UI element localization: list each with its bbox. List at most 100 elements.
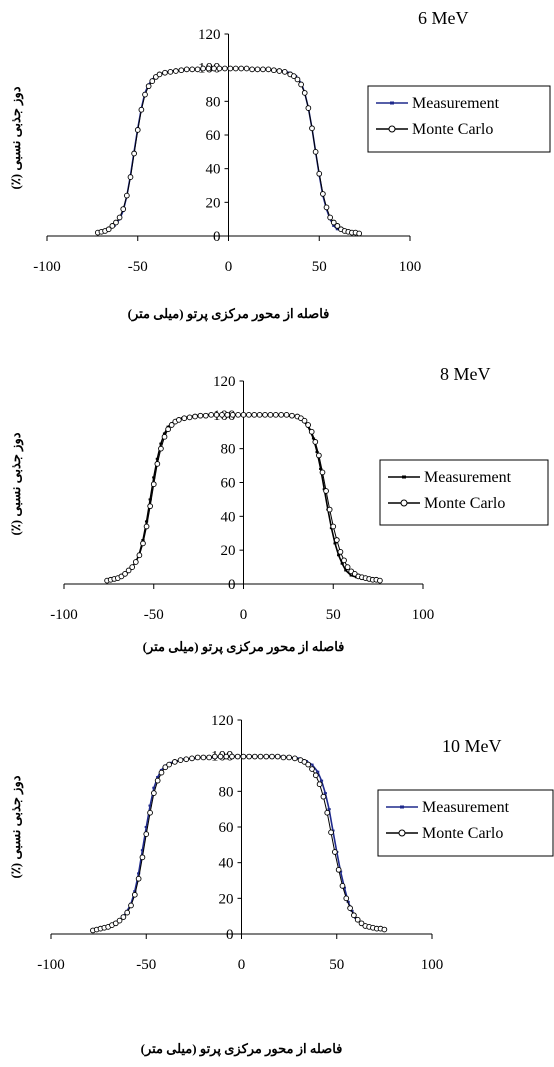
data-point xyxy=(167,69,174,75)
data-point xyxy=(189,66,196,73)
y-tick-label: 20 xyxy=(206,195,221,211)
series-line-monte-carlo xyxy=(92,756,385,931)
data-point xyxy=(358,920,365,927)
legend-label: Measurement xyxy=(422,799,510,816)
y-tick-label: 80 xyxy=(221,442,236,458)
data-point xyxy=(176,417,182,423)
data-point xyxy=(323,792,327,795)
y-tick-label: 40 xyxy=(221,509,236,525)
data-point xyxy=(256,411,263,418)
x-tick-label: 100 xyxy=(421,957,444,973)
data-point xyxy=(109,223,116,229)
data-point xyxy=(168,422,175,428)
data-point xyxy=(271,67,277,74)
data-point xyxy=(334,223,341,229)
x-tick-label: -100 xyxy=(50,607,78,623)
data-point xyxy=(229,411,236,418)
data-point xyxy=(301,759,308,765)
legend-marker xyxy=(398,829,406,837)
data-point xyxy=(138,106,145,113)
chart-title: 6 MeV xyxy=(418,8,469,28)
data-point xyxy=(323,488,329,494)
series-line-measurement xyxy=(94,755,385,932)
data-point xyxy=(208,411,215,418)
data-point xyxy=(158,769,165,776)
data-point xyxy=(178,67,185,74)
data-point xyxy=(286,754,292,761)
data-point xyxy=(132,559,139,565)
legend-label: Measurement xyxy=(412,95,500,112)
data-point xyxy=(331,849,338,855)
data-point xyxy=(351,912,357,919)
data-point xyxy=(140,849,145,852)
data-point xyxy=(173,68,179,74)
data-point xyxy=(161,433,168,440)
data-point xyxy=(260,66,266,73)
y-tick-label: 60 xyxy=(219,820,234,836)
y-tick-label: 20 xyxy=(221,543,236,559)
data-point xyxy=(189,755,195,762)
x-axis-label: فاصله از محور مرکزی پرتو (میلی متر) xyxy=(143,639,345,655)
data-point xyxy=(262,411,268,418)
data-point xyxy=(122,570,128,577)
data-point xyxy=(333,542,337,545)
chart-title: 8 MeV xyxy=(440,364,491,384)
data-point xyxy=(140,540,146,547)
data-point xyxy=(280,754,287,761)
data-point xyxy=(162,432,167,435)
y-axis-label: دوز جذبی نسبی (٪) xyxy=(8,86,24,189)
data-point xyxy=(254,66,261,73)
data-point xyxy=(305,761,312,768)
x-tick-label: 0 xyxy=(240,607,248,623)
data-point xyxy=(129,564,136,570)
data-point xyxy=(344,569,348,572)
data-point xyxy=(328,829,334,836)
data-point xyxy=(112,920,119,927)
data-point xyxy=(147,809,153,816)
data-point xyxy=(144,826,148,828)
y-tick-label: 120 xyxy=(213,374,236,390)
data-point xyxy=(224,411,231,418)
data-point xyxy=(316,170,323,177)
legend-box xyxy=(377,789,554,857)
x-tick-label: -100 xyxy=(37,957,65,973)
data-point xyxy=(127,174,134,180)
data-point xyxy=(223,753,230,760)
data-point xyxy=(278,411,285,418)
data-point xyxy=(240,411,247,418)
data-point xyxy=(298,81,304,88)
data-point xyxy=(309,125,315,132)
x-tick-label: 50 xyxy=(312,259,327,275)
data-point xyxy=(136,552,143,559)
y-tick-label: 120 xyxy=(211,713,234,729)
data-point xyxy=(349,574,353,577)
data-point xyxy=(330,523,337,530)
data-point xyxy=(177,757,184,763)
data-point xyxy=(143,831,150,837)
y-tick-label: 60 xyxy=(221,476,236,492)
legend-marker xyxy=(402,475,406,479)
data-point xyxy=(249,66,255,73)
data-point xyxy=(165,426,171,433)
data-point xyxy=(272,411,279,418)
y-axis-label: دوز جذبی نسبی (٪) xyxy=(8,432,24,535)
data-point xyxy=(305,422,311,428)
legend: Measurement Monte Carlo xyxy=(377,789,554,857)
x-tick-label: -50 xyxy=(144,607,164,623)
data-point xyxy=(131,150,137,157)
data-point xyxy=(200,65,206,72)
x-tick-label: 100 xyxy=(399,259,422,275)
data-point xyxy=(171,759,178,765)
data-point xyxy=(354,916,361,923)
data-point xyxy=(330,219,337,226)
data-point xyxy=(251,753,258,760)
y-tick-label: 40 xyxy=(219,856,234,872)
data-point xyxy=(156,776,160,779)
data-point xyxy=(294,76,301,83)
data-point xyxy=(319,779,324,782)
x-tick-label: 100 xyxy=(412,607,435,623)
data-point xyxy=(217,753,224,760)
data-point xyxy=(246,411,252,418)
data-point xyxy=(219,411,225,418)
